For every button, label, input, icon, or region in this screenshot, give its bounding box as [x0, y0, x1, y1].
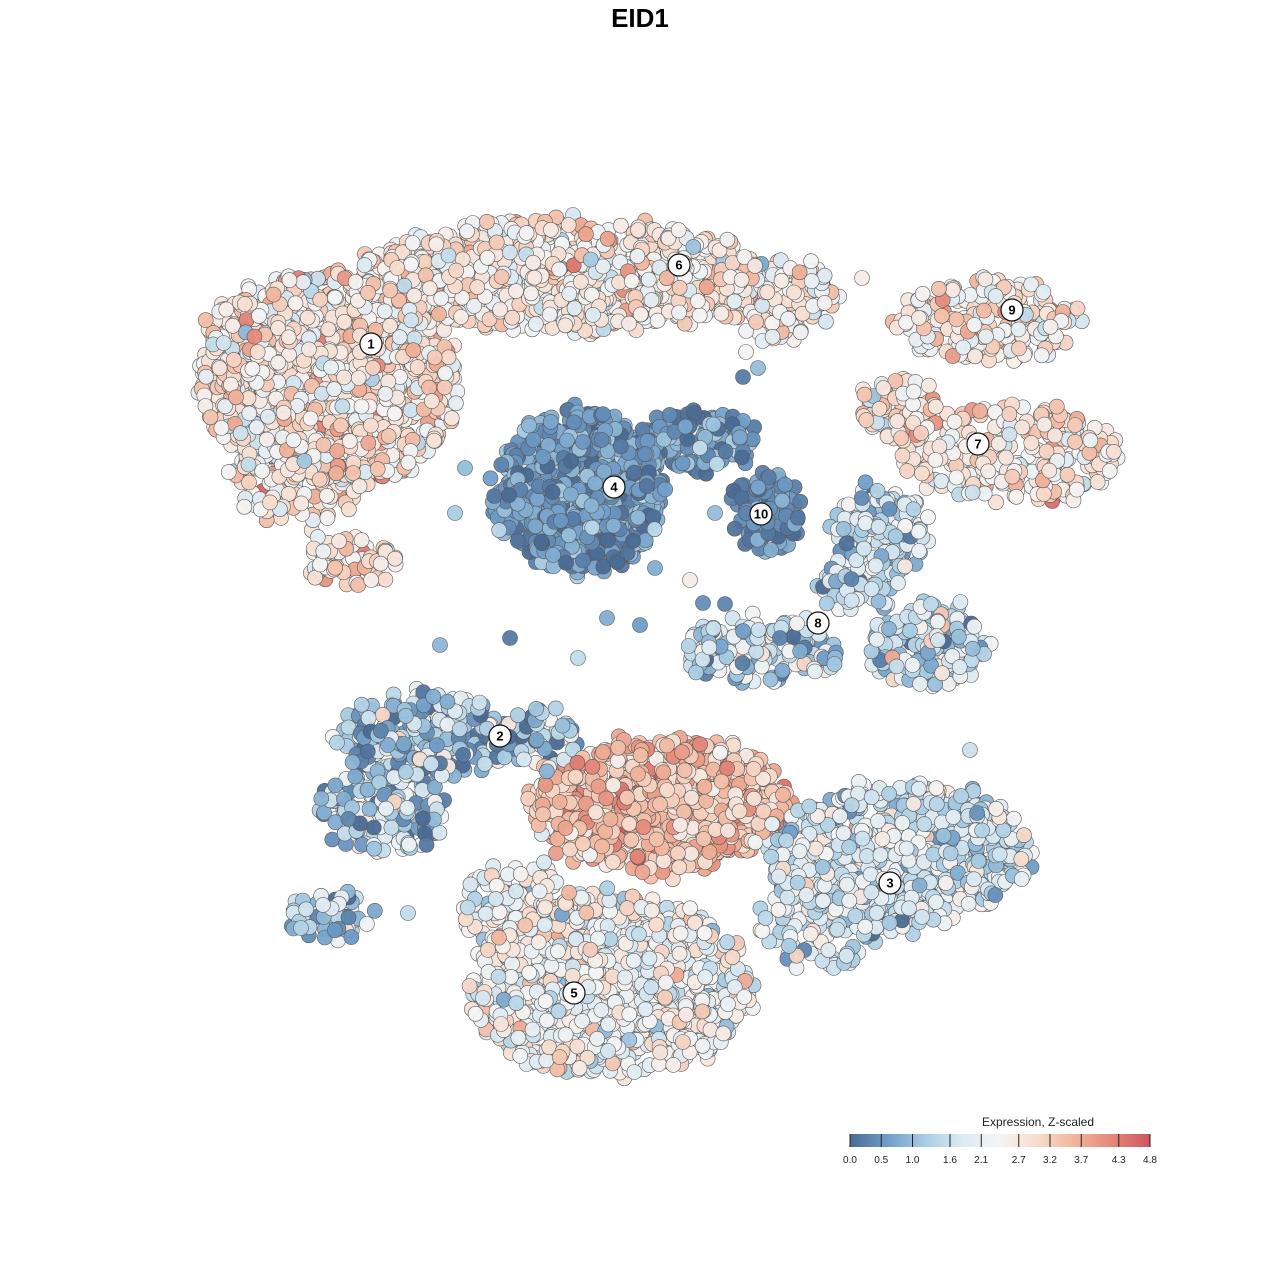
cell-point [536, 854, 552, 871]
cell-point [632, 617, 648, 633]
cell-point [377, 571, 394, 588]
cell-point [717, 596, 733, 612]
cell-point [682, 572, 698, 588]
cell-point [735, 369, 751, 385]
cell-point [905, 501, 922, 518]
cell-point [707, 505, 723, 521]
cell-point [1067, 433, 1083, 450]
cell-point [482, 470, 499, 487]
cell-point [695, 595, 711, 611]
cell-point [432, 637, 448, 653]
cell-points [190, 207, 1126, 1087]
cell-point [853, 490, 870, 506]
cell-point [457, 460, 473, 476]
cell-point [738, 344, 754, 360]
cell-point [750, 360, 766, 376]
cell-point [840, 496, 857, 513]
cell-point [447, 505, 463, 521]
cell-point [754, 923, 771, 939]
cell-point [854, 270, 870, 286]
cell-point [548, 845, 564, 861]
cell-point [726, 520, 743, 537]
cell-point [818, 313, 834, 330]
chart-title: EID1 [611, 3, 669, 33]
cell-point [952, 594, 969, 610]
cell-point [920, 509, 936, 526]
cell-point [547, 700, 564, 717]
cell-point [962, 742, 978, 758]
cell-point [366, 902, 383, 919]
